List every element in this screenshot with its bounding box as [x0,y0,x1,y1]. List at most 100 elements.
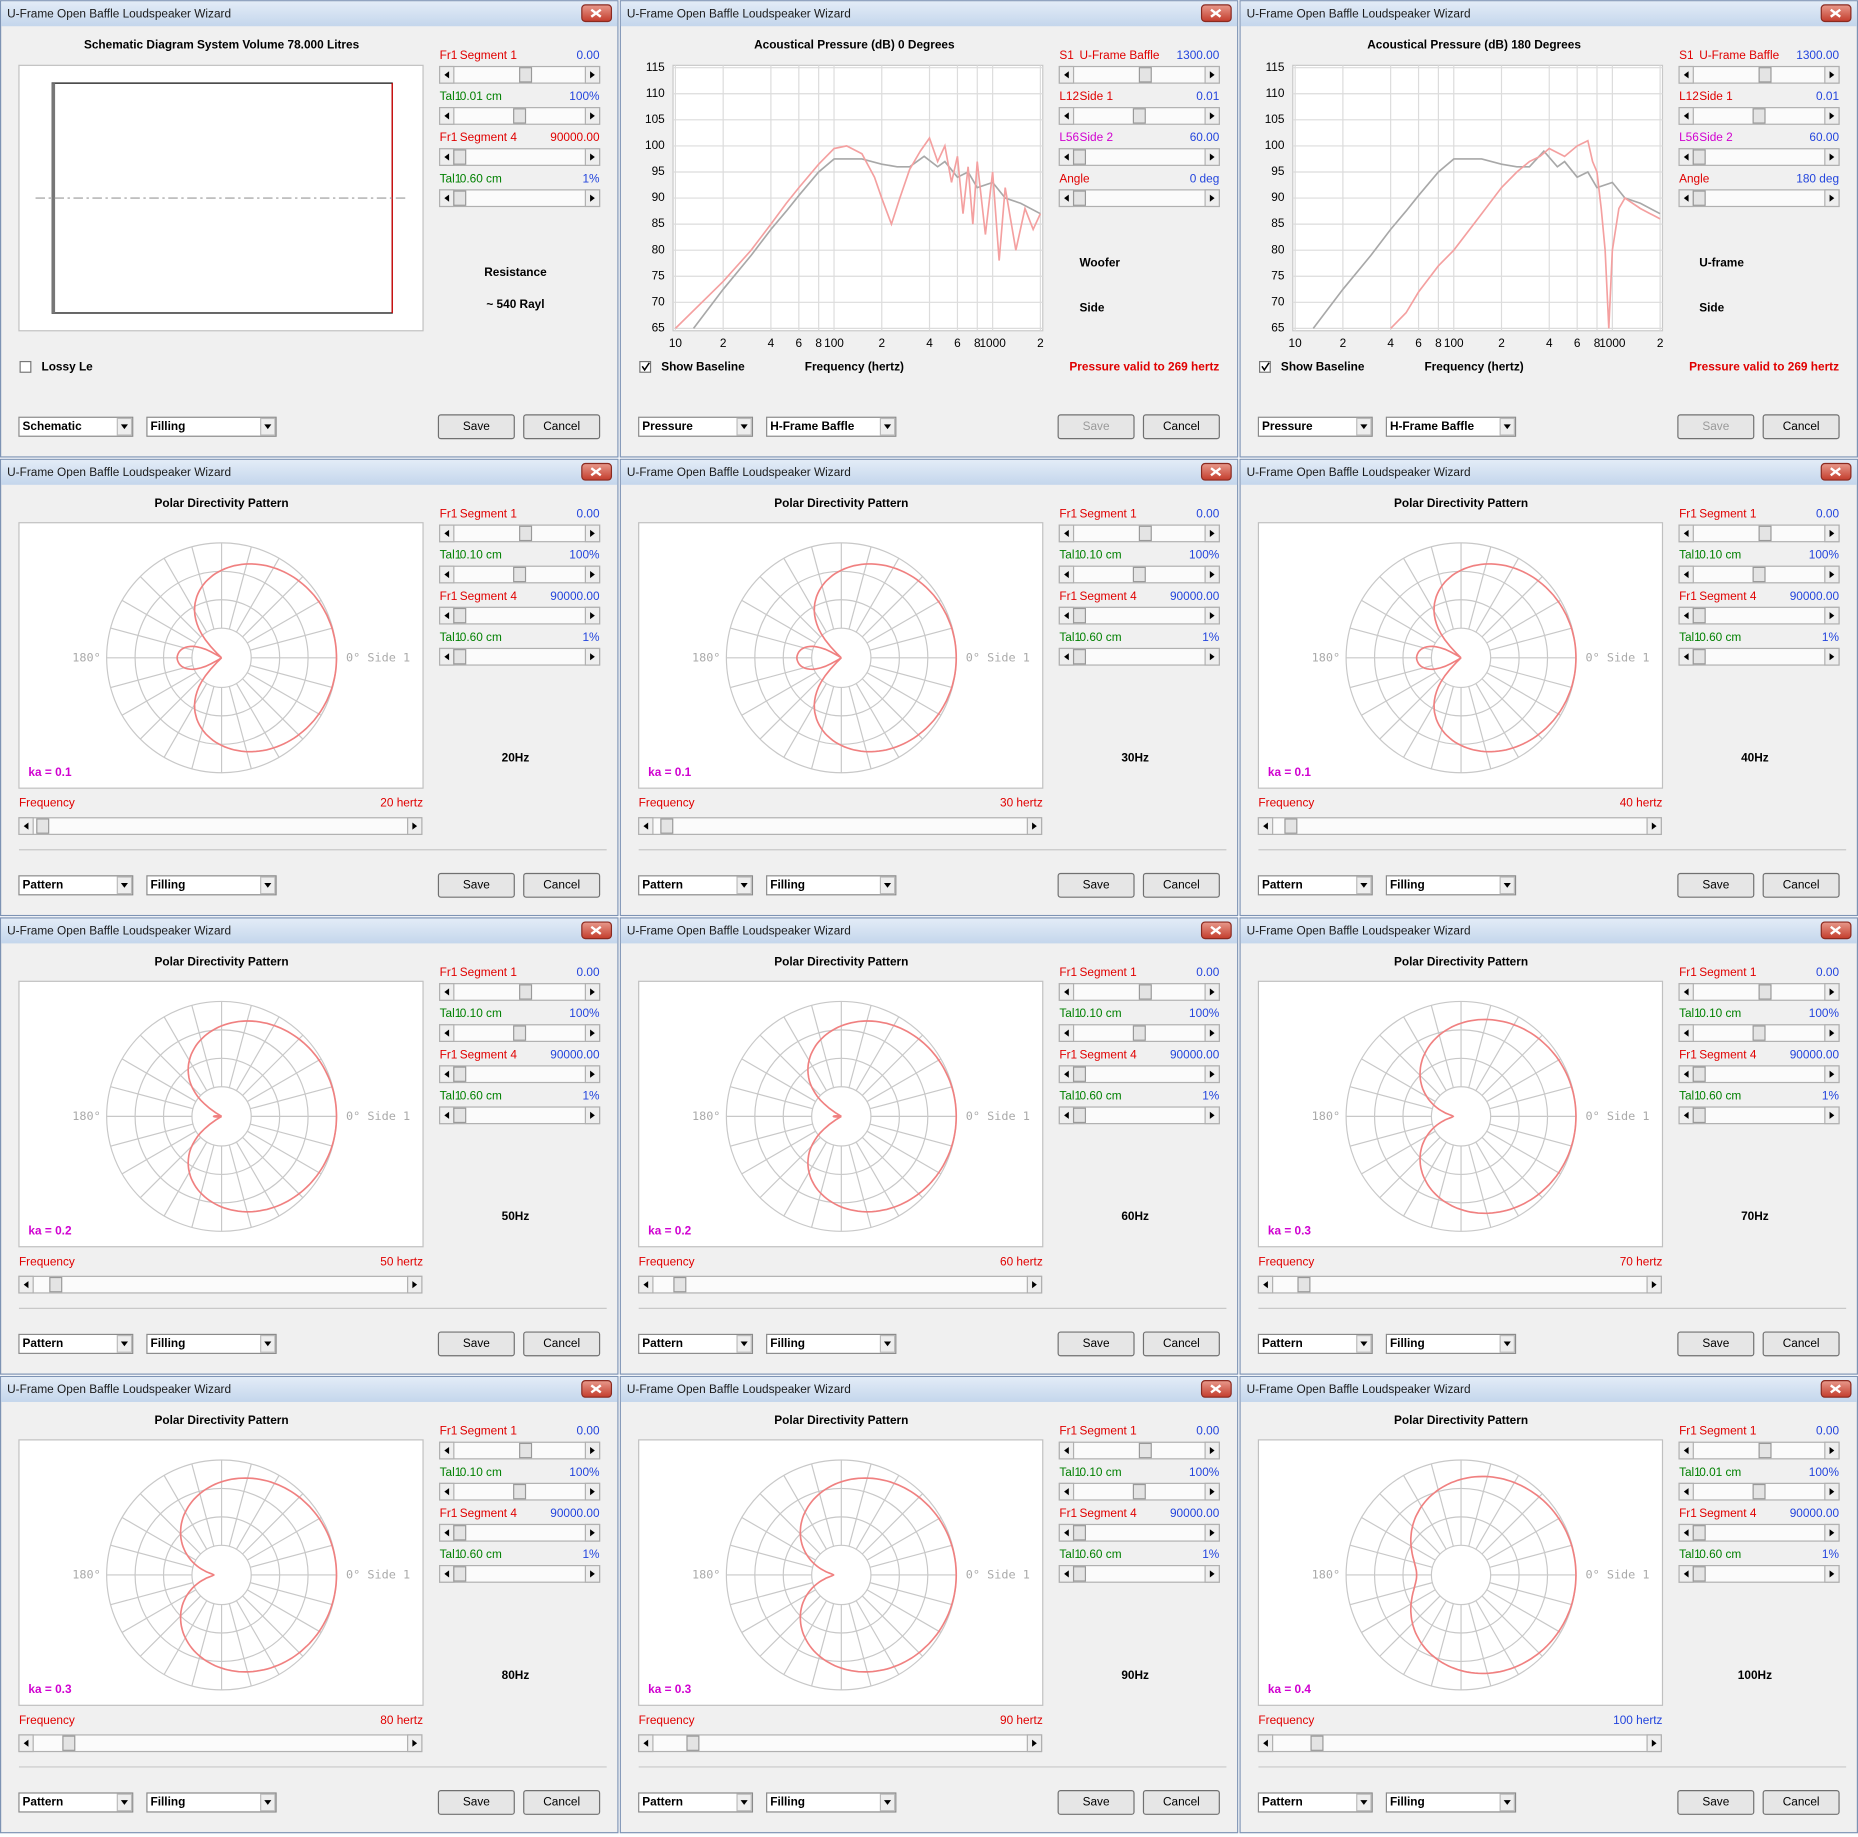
control-scrollbar[interactable] [1058,1565,1220,1583]
scroll-thumb[interactable] [1752,1483,1766,1500]
scroll-thumb[interactable] [1138,525,1152,542]
control-scrollbar[interactable] [1058,565,1220,584]
control-scrollbar[interactable] [439,1065,601,1084]
scroll-thumb[interactable] [1132,566,1146,583]
button[interactable]: Save [1057,1790,1135,1815]
scroll-thumb[interactable] [1692,1566,1706,1582]
control-scrollbar[interactable] [1678,1565,1840,1583]
scroll-thumb[interactable] [1072,1525,1087,1541]
button[interactable]: Save [1057,1331,1135,1357]
scroll-thumb[interactable] [1072,190,1087,206]
scroll-thumb[interactable] [453,1525,467,1541]
control-scrollbar[interactable] [439,1441,601,1460]
button[interactable]: Save [1057,872,1135,898]
control-scrollbar[interactable] [1678,606,1840,625]
control-scrollbar[interactable] [1058,1106,1220,1125]
control-scrollbar[interactable] [439,983,601,1001]
scroll-thumb[interactable] [1132,108,1146,124]
control-scrollbar[interactable] [1678,1523,1840,1542]
scroll-thumb[interactable] [453,1566,467,1582]
button[interactable]: Cancel [1762,414,1840,440]
combo-box[interactable]: H-Frame Baffle [766,416,897,437]
scroll-thumb[interactable] [513,1483,527,1500]
control-scrollbar[interactable] [1058,1065,1220,1084]
combo-box[interactable]: Pattern [1257,875,1373,896]
button[interactable]: Save [437,1790,515,1815]
button[interactable]: Cancel [1142,872,1220,898]
control-scrollbar[interactable] [1678,189,1840,208]
control-scrollbar[interactable] [1678,1024,1840,1042]
scroll-thumb[interactable] [660,818,674,834]
button[interactable]: Cancel [523,414,601,440]
scroll-thumb[interactable] [1284,818,1298,834]
checkbox[interactable] [19,360,32,373]
combo-box[interactable]: Filling [146,416,277,437]
frequency-slider[interactable] [1257,1734,1662,1753]
scroll-thumb[interactable] [1072,649,1087,665]
scroll-thumb[interactable] [1072,149,1087,165]
button[interactable]: Cancel [523,1790,601,1815]
button[interactable]: Cancel [1142,1790,1220,1815]
button[interactable]: Save [1057,414,1135,440]
scroll-thumb[interactable] [1692,649,1706,665]
scroll-thumb[interactable] [519,984,533,1000]
scroll-thumb[interactable] [1072,1066,1087,1082]
control-scrollbar[interactable] [1058,1523,1220,1542]
control-scrollbar[interactable] [439,65,601,84]
control-scrollbar[interactable] [439,1106,601,1125]
control-scrollbar[interactable] [439,1523,601,1542]
frequency-slider[interactable] [638,817,1043,835]
button[interactable]: Cancel [1762,872,1840,898]
combo-box[interactable]: Filling [766,1333,897,1354]
combo-box[interactable]: Filling [146,1333,277,1354]
scroll-thumb[interactable] [49,1276,63,1293]
scroll-thumb[interactable] [519,525,533,542]
scroll-thumb[interactable] [1072,1107,1087,1124]
scroll-thumb[interactable] [1692,1107,1706,1124]
control-scrollbar[interactable] [1678,1441,1840,1460]
button[interactable]: Save [437,872,515,898]
control-scrollbar[interactable] [439,1565,601,1583]
control-scrollbar[interactable] [439,1024,601,1042]
combo-box[interactable]: Filling [766,875,897,896]
scroll-thumb[interactable] [1692,1066,1706,1082]
control-scrollbar[interactable] [1678,524,1840,543]
control-scrollbar[interactable] [439,647,601,666]
scroll-thumb[interactable] [513,108,527,124]
control-scrollbar[interactable] [1058,647,1220,666]
scroll-thumb[interactable] [1692,607,1706,624]
scroll-thumb[interactable] [36,818,50,834]
scroll-thumb[interactable] [519,1442,533,1459]
button[interactable]: Cancel [523,872,601,898]
control-scrollbar[interactable] [1678,983,1840,1001]
scroll-thumb[interactable] [513,1025,527,1041]
button[interactable]: Cancel [1762,1790,1840,1815]
control-scrollbar[interactable] [439,148,601,166]
scroll-thumb[interactable] [62,1735,76,1751]
scroll-thumb[interactable] [519,67,533,83]
combo-box[interactable]: Pressure [1257,416,1373,437]
control-scrollbar[interactable] [439,107,601,125]
button[interactable]: Save [1677,1331,1755,1357]
button[interactable]: Save [1677,414,1755,440]
frequency-slider[interactable] [1257,817,1662,835]
combo-box[interactable]: H-Frame Baffle [1385,416,1517,437]
control-scrollbar[interactable] [439,606,601,625]
frequency-slider[interactable] [638,1734,1043,1753]
scroll-thumb[interactable] [1752,108,1766,124]
frequency-slider[interactable] [18,817,423,835]
combo-box[interactable]: Filling [1385,1792,1517,1813]
scroll-thumb[interactable] [1758,1442,1772,1459]
control-scrollbar[interactable] [1678,1065,1840,1084]
scroll-thumb[interactable] [1752,566,1766,583]
control-scrollbar[interactable] [439,524,601,543]
combo-box[interactable]: Pattern [18,1333,134,1354]
control-scrollbar[interactable] [1678,65,1840,84]
scroll-thumb[interactable] [1692,149,1706,165]
checkbox[interactable] [1259,360,1271,373]
control-scrollbar[interactable] [1058,1024,1220,1042]
combo-box[interactable]: Pattern [18,1792,134,1813]
control-scrollbar[interactable] [1058,1441,1220,1460]
scroll-thumb[interactable] [1297,1276,1311,1293]
combo-box[interactable]: Filling [146,1792,277,1813]
